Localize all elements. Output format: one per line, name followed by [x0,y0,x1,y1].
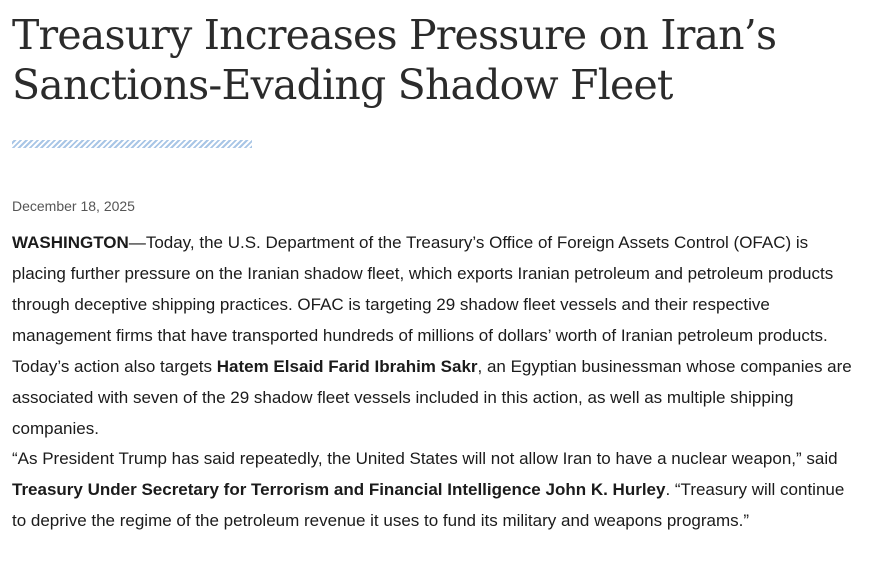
page-title: Treasury Increases Pressure on Iran’s Sa… [12,11,777,109]
paragraph-text: . “Treasury will continue to deprive the… [12,480,845,530]
body-paragraph: WASHINGTON—Today, the U.S. Department of… [12,227,862,444]
decorative-stripe [12,140,252,148]
sanctioned-person: Hatem Elsaid Farid Ibrahim Sakr [216,357,478,376]
quote-paragraph: “As President Trump has said repeatedly,… [12,443,862,536]
paragraph-text: , an Egyptian businessman whose companie… [12,357,852,438]
dateline: WASHINGTON [12,233,129,252]
publish-date: December 18, 2025 [12,198,135,214]
speaker: Treasury Under Secretary for Terrorism a… [12,480,666,499]
paragraph-text: —Today, the U.S. Department of the Treas… [12,233,834,376]
paragraph-text: “As President Trump has said repeatedly,… [12,449,838,468]
